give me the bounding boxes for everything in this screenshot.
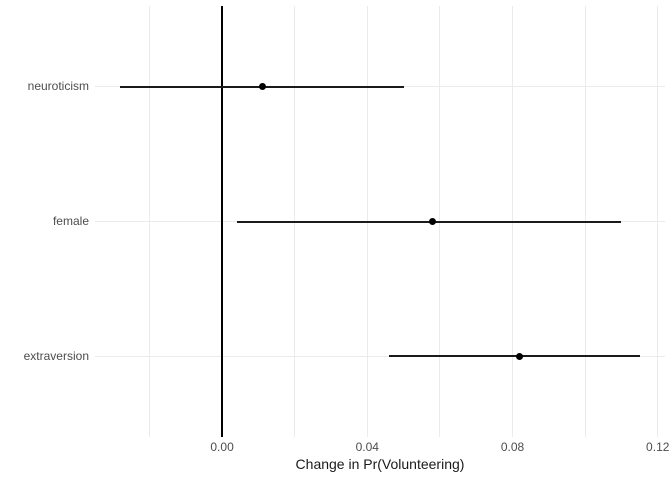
estimate-point-neuroticism: [258, 83, 266, 91]
y-axis-label-neuroticism: neuroticism: [27, 79, 89, 94]
horizontal-gridline: [95, 355, 665, 357]
ci-range-female: [236, 220, 622, 223]
zero-reference-line: [221, 6, 224, 437]
x-axis-tick-label-0.08: 0.08: [500, 440, 525, 454]
x-axis-tick-label-0.04: 0.04: [355, 440, 379, 454]
estimate-point-female: [429, 218, 437, 225]
x-axis-tick-label-0.12: 0.12: [646, 440, 670, 454]
y-axis-label-extraversion: extraversion: [23, 348, 89, 363]
estimate-point-extraversion: [516, 352, 524, 360]
x-axis-title: Change in Pr(Volunteering): [295, 456, 465, 472]
x-axis-tick-label-0.00: 0.00: [210, 440, 234, 454]
ci-range-extraversion: [389, 355, 640, 358]
y-axis-label-female: female: [52, 214, 89, 228]
plot-panel: [95, 6, 665, 437]
